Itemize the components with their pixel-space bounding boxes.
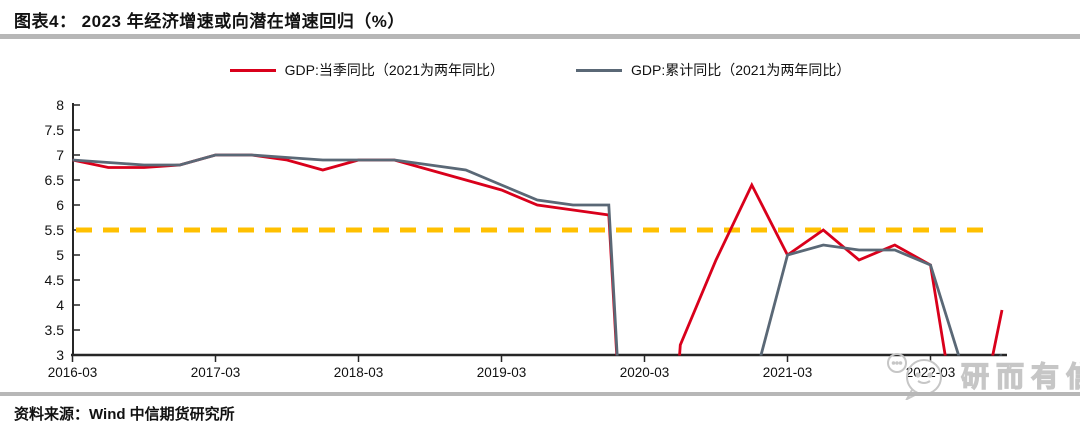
svg-text:8: 8 [56,97,64,113]
svg-text:2017-03: 2017-03 [191,365,241,380]
svg-text:4: 4 [56,297,64,313]
svg-text:2020-03: 2020-03 [620,365,670,380]
top-divider [0,34,1080,39]
bottom-divider [0,392,1080,396]
legend-label-cumulative: GDP:累计同比（2021为两年同比） [631,62,851,78]
source-note: 资料来源：Wind 中信期货研究所 [14,406,235,423]
y-axis-ticks: 3 3.5 4 4.5 5 5.5 6 6.5 7 7.5 8 [45,97,80,363]
svg-text:2022-03: 2022-03 [906,365,956,380]
svg-text:4.5: 4.5 [45,272,65,288]
svg-text:3.5: 3.5 [45,322,65,338]
series-line-cumulative [72,153,1003,356]
svg-text:2016-03: 2016-03 [48,365,98,380]
svg-text:6.5: 6.5 [45,172,65,188]
svg-text:6: 6 [56,197,64,213]
series-line-quarterly [72,153,1004,356]
svg-text:5: 5 [56,247,64,263]
svg-text:2021-03: 2021-03 [763,365,813,380]
svg-text:5.5: 5.5 [45,222,65,238]
svg-text:7.5: 7.5 [45,122,65,138]
x-axis-ticks: 2016-03 2017-03 2018-03 2019-03 2020-03 2021-… [48,355,956,380]
chart-legend: GDP:当季同比（2021为两年同比） GDP:累计同比（2021为两年同比） [0,60,1080,80]
svg-text:2019-03: 2019-03 [477,365,527,380]
svg-text:3: 3 [56,347,64,363]
svg-text:7: 7 [56,147,64,163]
legend-label-quarterly: GDP:当季同比（2021为两年同比） [284,62,504,78]
chart-title: 图表4： 2023 年经济增速或向潜在增速回归（%） [14,12,405,31]
svg-text:2018-03: 2018-03 [334,365,384,380]
legend-item-cumulative: GDP:累计同比（2021为两年同比） [576,60,850,80]
legend-line-swatch-red [229,68,276,72]
legend-item-quarterly: GDP:当季同比（2021为两年同比） [229,60,504,80]
legend-line-swatch-gray [576,68,622,72]
